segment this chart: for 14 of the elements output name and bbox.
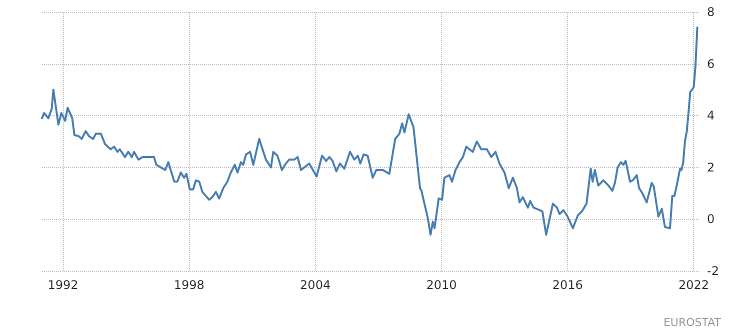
line-series — [41, 26, 698, 236]
y-tick-label: 8 — [707, 5, 715, 19]
y-tick-label: 0 — [707, 212, 715, 226]
x-tick-label: 2022 — [678, 278, 710, 292]
text: EUROSTAT — [663, 316, 722, 329]
x-tick-label: 2010 — [426, 278, 457, 292]
y-tick-label: -2 — [707, 264, 719, 278]
x-tick-label: 1992 — [48, 278, 78, 292]
y-tick-label: 6 — [707, 56, 715, 71]
x-tick-label: 2016 — [552, 278, 583, 292]
y-tick-label: 2 — [707, 160, 715, 174]
x-tick-label: 2004 — [300, 278, 331, 292]
x-tick-label: 1998 — [174, 278, 204, 292]
y-tick-label: 4 — [707, 108, 715, 123]
